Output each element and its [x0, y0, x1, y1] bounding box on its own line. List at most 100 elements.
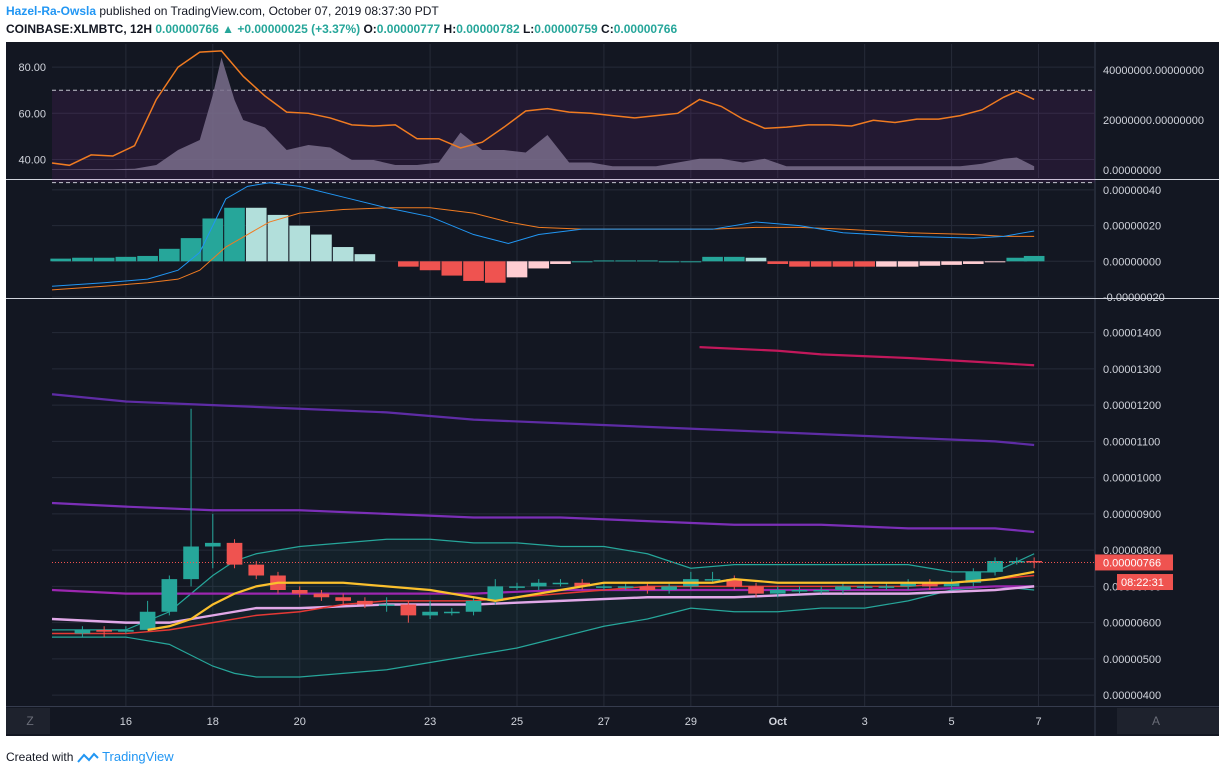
macd-histogram-bar	[267, 214, 289, 262]
candle-body	[769, 590, 786, 594]
chart-area[interactable]: 80.00 60.00 40.00 40000000.00000000 20000000…	[6, 42, 1219, 736]
candle-body	[943, 582, 960, 587]
bollinger-fill	[52, 539, 1035, 677]
candle-body	[530, 582, 547, 587]
high-label: H:	[443, 22, 457, 36]
close-value: 0.00000766	[613, 22, 678, 36]
candle-body	[704, 579, 721, 581]
macd-histogram-bar	[876, 261, 897, 267]
macd-histogram-bar	[962, 261, 984, 264]
candle-body	[161, 579, 178, 612]
moving-average-line	[699, 346, 1035, 367]
symbol-label: COINBASE:XLMBTC, 12H	[6, 22, 153, 36]
macd-histogram-bar	[159, 248, 180, 262]
countdown-label: 08:22:31	[1121, 577, 1164, 589]
time-axis-label: 25	[511, 716, 523, 728]
candle-body	[596, 586, 612, 588]
macd-histogram-bar	[571, 261, 593, 263]
price-tick-label: 0.00000900	[1103, 509, 1161, 521]
time-axis-label: 3	[862, 716, 868, 728]
time-axis-label: 16	[120, 716, 132, 728]
footer-text: Created with TradingView	[6, 749, 174, 764]
macd-histogram-bar	[680, 261, 702, 263]
a-button[interactable]: A	[1152, 714, 1160, 728]
author-link[interactable]: Hazel-Ra-Owsla	[6, 4, 97, 18]
macd-histogram-bar	[506, 261, 528, 278]
last-price-label-bg	[1095, 554, 1173, 571]
macd-histogram-bar	[224, 207, 245, 262]
candle-body	[313, 593, 330, 598]
rsi-tick-label: 40.00	[18, 155, 46, 167]
candle-body	[335, 597, 351, 601]
bollinger-lower-line	[52, 585, 1035, 678]
low-label: L:	[522, 22, 535, 36]
candle-body	[443, 611, 460, 614]
rsi-tick-label: 80.00	[18, 62, 46, 74]
volume-tick-label: 40000000.00000000	[1103, 65, 1204, 77]
candle-body	[856, 586, 873, 588]
candle-body	[1008, 561, 1025, 563]
macd-histogram-bar	[398, 261, 419, 267]
candle-body	[965, 571, 982, 583]
macd-histogram-bar	[137, 255, 158, 262]
candle-body	[139, 611, 156, 630]
candle-body	[357, 600, 373, 605]
candle-body	[465, 600, 482, 612]
macd-histogram-bar	[115, 256, 137, 262]
low-value: 0.00000759	[534, 22, 598, 36]
last-price-label: 0.00000766	[1103, 557, 1161, 569]
candle-body	[726, 579, 743, 587]
candle-body	[552, 582, 569, 585]
macd-histogram-bar	[419, 261, 441, 271]
candle-body	[900, 582, 916, 587]
high-value: 0.00000782	[456, 22, 520, 36]
candle-body	[183, 546, 199, 580]
macd-histogram-bar	[463, 261, 484, 281]
z-button[interactable]: Z	[26, 714, 33, 728]
macd-histogram-bar	[789, 261, 810, 267]
candle-body	[1026, 561, 1042, 563]
macd-histogram-bar	[1006, 257, 1028, 262]
candle-body	[617, 586, 634, 588]
macd-histogram-bar	[984, 261, 1006, 263]
volume-tick-label: 20000000.00000000	[1103, 115, 1204, 127]
candle-body	[748, 586, 764, 594]
candle-body	[574, 582, 591, 587]
macd-histogram-bar	[637, 260, 658, 262]
macd-histogram-bar	[202, 218, 224, 262]
macd-histogram-bar	[311, 234, 332, 262]
chart-canvas[interactable]: 80.00 60.00 40.00 40000000.00000000 20000000…	[6, 42, 1219, 736]
tradingview-logo-icon	[76, 752, 99, 764]
volume-area	[52, 57, 1035, 170]
candle-body	[922, 582, 938, 587]
macd-histogram-bar	[832, 261, 854, 267]
macd-histogram-bar	[723, 256, 745, 262]
price-tick-label: 0.00001200	[1103, 400, 1161, 412]
macd-histogram-bar	[745, 257, 767, 262]
macd-histogram-bar	[72, 257, 93, 262]
macd-tick-label: 0.00000040	[1103, 185, 1161, 197]
time-axis-label: 5	[949, 716, 955, 728]
macd-line	[51, 182, 1035, 287]
macd-histogram-bar	[897, 261, 919, 267]
macd-histogram-bar	[354, 254, 376, 262]
macd-histogram-bar	[1023, 255, 1045, 262]
time-axis-label: Oct	[769, 716, 788, 728]
price-tick-label: 0.00000800	[1103, 545, 1161, 557]
candle-body	[509, 586, 525, 588]
created-with-label: Created with	[6, 750, 74, 764]
publish-line: Hazel-Ra-Owsla published on TradingView.…	[6, 4, 439, 18]
macd-histogram-bar	[441, 261, 463, 276]
ohlc-line: COINBASE:XLMBTC, 12H 0.00000766 ▲ +0.000…	[6, 22, 677, 36]
published-text: published on TradingView.com, October 07…	[99, 4, 439, 18]
candle-body	[204, 542, 221, 547]
tradingview-brand-link[interactable]: TradingView	[102, 749, 174, 764]
price-tick-label: 0.00000600	[1103, 618, 1161, 630]
macd-histogram-bar	[93, 257, 115, 262]
macd-histogram-bar	[289, 225, 311, 262]
macd-histogram-bar	[854, 261, 875, 267]
candle-body	[987, 561, 1003, 572]
footer: Created with TradingView	[0, 736, 1225, 774]
time-axis-label: 29	[685, 716, 697, 728]
a-button-bg	[1117, 708, 1219, 734]
